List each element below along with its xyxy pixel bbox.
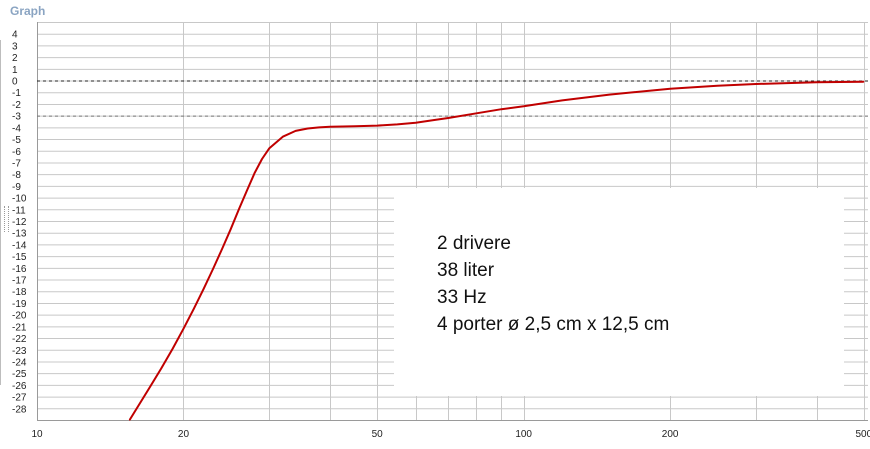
curve-point [254,172,256,174]
curve-point [755,83,757,85]
y-tick-label: -16 [12,264,27,275]
x-axis-ticks: 10 20 50 100 200 500 [31,429,870,440]
y-tick-label: -10 [12,194,27,205]
curve-point [716,85,718,87]
y-tick-label: -13 [12,229,27,240]
y-tick-label: -9 [12,182,21,193]
curve-point [561,99,563,101]
y-tick-label: 1 [12,65,18,76]
y-tick-label: -23 [12,346,27,357]
curve-point [193,308,195,310]
annotation-line-tuning: 33 Hz [437,287,487,308]
y-tick-label: -15 [12,252,27,263]
curve-point [282,136,284,138]
curve-point [863,81,865,83]
curve-point [354,125,356,127]
y-tick-label: -7 [12,158,21,169]
y-tick-label: -21 [12,322,27,333]
curve-point [261,158,263,160]
annotation-box: 2 drivere 38 liter 33 Hz 4 porter ø 2,5 … [394,188,844,396]
y-tick-label: -3 [12,112,21,123]
curve-point [318,126,320,128]
y-tick-label: -1 [12,88,21,99]
curve-point [203,288,205,290]
y-tick-label: -12 [12,217,27,228]
curve-point [212,268,214,270]
y-tick-label: -26 [12,381,27,392]
curve-point [307,127,309,130]
y-tick-label: -8 [12,170,21,181]
curve-point [129,419,131,421]
curve-point [148,387,150,389]
y-tick-label: -19 [12,299,27,310]
curve-point [500,108,502,110]
curve-point [475,112,478,114]
curve-point [295,130,297,132]
y-tick-label: -18 [12,287,27,298]
y-tick-label: -4 [12,123,21,134]
curve-point [432,119,434,121]
y-axis-ticks: 43210-1-2-3-4-5-6-7-8-9-10-11-12-13-14-1… [12,30,27,416]
y-tick-label: -2 [12,100,21,111]
y-tick-label: -6 [12,147,21,158]
y-tick-label: -14 [12,240,27,251]
curve-point [182,328,185,330]
x-tick-label: 10 [31,429,43,440]
y-tick-label: -5 [12,135,21,146]
curve-point [172,348,174,350]
curve-point [160,367,162,370]
curve-point [246,190,248,192]
y-tick-label: -28 [12,404,27,415]
curve-point [396,123,398,125]
y-tick-label: -20 [12,311,27,322]
x-tick-label: 500 [855,429,870,440]
y-tick-label: -25 [12,369,27,380]
curve-point [268,147,270,149]
curve-point [669,88,671,90]
y-tick-label: -24 [12,357,27,368]
curve-point [608,94,611,96]
curve-point [376,125,378,127]
panel-title: Graph [10,4,46,18]
annotation-line-ports: 4 porter ø 2,5 cm x 12,5 cm [437,314,670,335]
y-tick-label: -11 [12,205,26,216]
annotation-line-volume: 38 liter [437,260,495,281]
y-tick-label: -22 [12,334,27,345]
resize-grip-icon[interactable] [4,206,9,232]
reference-lines [37,80,868,117]
response-curve-line [128,80,864,421]
curve-point [230,228,232,230]
curve-point [221,248,223,250]
y-tick-label: -27 [12,393,27,404]
curve-layer [128,80,865,421]
annotation-line-drivers: 2 drivere [437,233,511,254]
curve-point [816,81,818,83]
x-tick-label: 200 [662,429,679,440]
curve-point [523,105,525,107]
panel-divider [0,40,1,385]
y-tick-label: -17 [12,276,27,287]
y-tick-label: 0 [12,77,18,88]
y-tick-label: 4 [12,30,18,41]
curve-point [415,122,417,124]
y-tick-label: 2 [12,53,18,64]
x-tick-label: 20 [178,429,190,440]
curve-point [447,117,449,119]
curve-point [329,126,331,128]
x-tick-label: 50 [372,429,384,440]
y-tick-label: 3 [12,41,18,52]
curve-point [238,208,240,210]
x-tick-label: 100 [515,429,532,440]
